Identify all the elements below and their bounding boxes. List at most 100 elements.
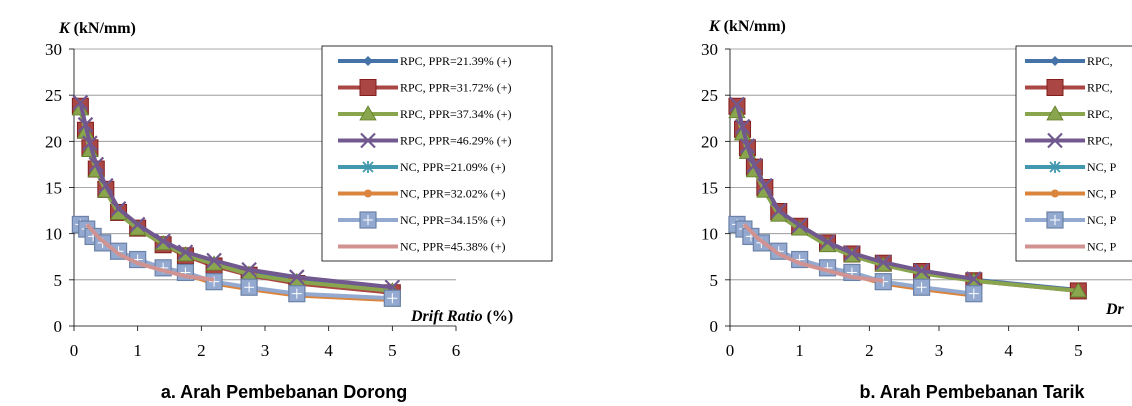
chart-b-series-7-point-cross <box>968 288 979 299</box>
chart-a-series-8-line <box>85 223 215 282</box>
chart-b-legend-label-6: NC, P <box>1087 187 1117 201</box>
chart-b-x-tick-label: 3 <box>935 341 944 360</box>
chart-a-y-tick-label: 0 <box>54 317 63 336</box>
chart-a-y-tick-label: 5 <box>54 271 63 290</box>
chart-a-y-tick-label: 25 <box>45 86 62 105</box>
chart-a-series-4-point <box>110 200 127 217</box>
chart-a-legend-label-3: RPC, PPR=37.34% (+) <box>400 107 512 121</box>
chart-a-legend: RPC, PPR=21.39% (+) RPC, PPR=31.72% (+) RP… <box>321 45 553 262</box>
chart-a-series-7-point-cross <box>291 288 302 299</box>
chart-b-legend-label-2: RPC, <box>1087 81 1113 95</box>
chart-b-x-tick-label: 2 <box>865 341 874 360</box>
chart-a-series-4-point <box>155 233 171 249</box>
chart-a-x-axis-title: Drift Ratio (%) <box>410 308 513 325</box>
chart-a-legend-marker-2 <box>359 79 377 96</box>
chart-a-caption: a. Arah Pembebanan Dorong <box>161 382 407 402</box>
chart-a-legend-label-2: RPC, PPR=31.72% (+) <box>400 81 512 95</box>
chart-b-legend: RPC, RPC, RPC, RPC, NC, P NC, P NC, P NC, P <box>1015 45 1132 262</box>
chart-a-legend-marker-3 <box>359 105 377 121</box>
chart-b-legend-marker-5 <box>1049 161 1061 173</box>
chart-b-series-4-point <box>757 177 773 194</box>
chart-a-series-4-point <box>206 252 222 269</box>
chart-a-x-tick-label: 0 <box>70 341 79 360</box>
chart-b-series-7-point-cross <box>916 282 927 293</box>
chart-a-series-4-point <box>129 216 146 233</box>
chart-a-series-4-point <box>88 156 105 173</box>
chart-b-series-4-point <box>746 157 763 174</box>
chart-a-series-7-point-cross <box>244 282 255 293</box>
chart-a-y-tick-label: 20 <box>45 132 62 151</box>
chart-dorong: 0 5 10 15 20 25 30 0 1 2 3 4 5 6 K (kN/mm) Drift Rati… <box>45 20 553 402</box>
chart-b-legend-label-3: RPC, <box>1087 107 1113 121</box>
chart-a-legend-label-5: NC, PPR=21.09% (+) <box>400 160 506 174</box>
chart-a-legend-marker-5 <box>362 161 374 173</box>
chart-b-y-tick-label: 15 <box>701 179 718 198</box>
chart-b-y-tick-label: 5 <box>710 271 719 290</box>
chart-b-series-4-point <box>819 234 836 250</box>
chart-a-x-tick-label: 4 <box>324 341 333 360</box>
chart-b-legend-label-7: NC, P <box>1087 213 1117 227</box>
chart-b-y-tick-label: 30 <box>701 40 718 59</box>
chart-a-legend-label-8: NC, PPR=45.38% (+) <box>400 240 506 254</box>
chart-a-y-axis-title: K (kN/mm) <box>58 20 136 37</box>
chart-a-series-4-point <box>98 177 114 194</box>
chart-b-y-tick-label: 0 <box>710 317 719 336</box>
chart-a-legend-label-4: RPC, PPR=46.29% (+) <box>400 134 512 148</box>
chart-b-legend-marker-2 <box>1046 79 1064 96</box>
chart-b-y-tick-label: 25 <box>701 86 718 105</box>
chart-b-series-4-point <box>734 118 751 135</box>
chart-b-y-tick-label: 10 <box>701 225 718 244</box>
chart-b-legend-label-8: NC, P <box>1087 240 1117 254</box>
chart-b-series-4-point <box>844 245 860 261</box>
chart-a-legend-marker-1 <box>363 56 373 66</box>
chart-a-legend-box <box>321 45 553 262</box>
chart-a-legend-marker-6 <box>364 189 372 198</box>
chart-a-x-tick-label: 6 <box>452 341 461 360</box>
chart-a-ticks: 0 5 10 15 20 25 30 0 1 2 3 4 5 6 <box>45 40 460 360</box>
chart-b-x-tick-label: 5 <box>1074 341 1083 360</box>
chart-b-axes <box>725 48 1132 331</box>
chart-b-legend-marker-4 <box>1047 132 1063 149</box>
chart-b-series-4-point <box>966 271 982 287</box>
chart-b-series-4-point <box>739 138 756 154</box>
chart-a-series-4-point <box>77 116 94 133</box>
chart-a-series-4-point <box>72 94 89 111</box>
chart-b-series-8-line <box>742 222 884 283</box>
chart-b-series-3-point <box>1069 282 1088 298</box>
chart-b-series-4-line <box>735 103 975 281</box>
chart-b-legend-marker-7-cross <box>1050 215 1060 225</box>
chart-a-legend-label-7: NC, PPR=34.15% (+) <box>400 213 506 227</box>
chart-b-series-4-point <box>875 254 892 271</box>
chart-a-y-tick-label: 15 <box>45 179 62 198</box>
chart-b-legend-marker-6 <box>1051 189 1059 198</box>
chart-b-y-tick-label: 20 <box>701 132 718 151</box>
chart-b-legend-label-1: RPC, <box>1087 54 1113 68</box>
chart-b-y-axis-title: K (kN/mm) <box>708 18 786 35</box>
chart-b-x-axis-title: Dr <box>1105 301 1125 318</box>
chart-a-x-tick-label: 2 <box>197 341 206 360</box>
chart-b-legend-label-5: NC, P <box>1087 160 1117 174</box>
chart-a-legend-label-6: NC, PPR=32.02% (+) <box>400 187 506 201</box>
chart-b-legend-marker-3 <box>1046 105 1064 121</box>
chart-tarik: 0 5 10 15 20 25 30 0 1 2 3 4 5 K (kN/mm) Dr RPC, RPC,… <box>701 18 1132 402</box>
chart-a-series-4-point <box>289 269 305 285</box>
chart-b-ticks: 0 5 10 15 20 25 30 0 1 2 3 4 5 <box>701 40 1083 360</box>
chart-a-series-4-point <box>241 261 257 278</box>
chart-a-y-tick-label: 10 <box>45 225 62 244</box>
chart-b-series-4-point <box>913 262 930 279</box>
chart-b-legend-marker-1 <box>1050 56 1060 66</box>
chart-b-x-tick-label: 0 <box>726 341 735 360</box>
chart-a-x-tick-label: 1 <box>133 341 142 360</box>
chart-a-series-4-point <box>82 135 98 151</box>
chart-a-legend-label-1: RPC, PPR=21.39% (+) <box>400 54 512 68</box>
chart-a-series-7-point-cross <box>387 293 398 304</box>
chart-b-series-4-point <box>729 96 745 113</box>
chart-a-legend-marker-7-cross <box>363 215 373 225</box>
chart-b-x-tick-label: 4 <box>1004 341 1013 360</box>
chart-b-legend-box <box>1015 45 1132 262</box>
chart-b-x-tick-label: 1 <box>795 341 804 360</box>
chart-b-series <box>728 96 1088 303</box>
chart-a-x-tick-label: 5 <box>388 341 397 360</box>
chart-a-legend-marker-4 <box>360 132 376 149</box>
